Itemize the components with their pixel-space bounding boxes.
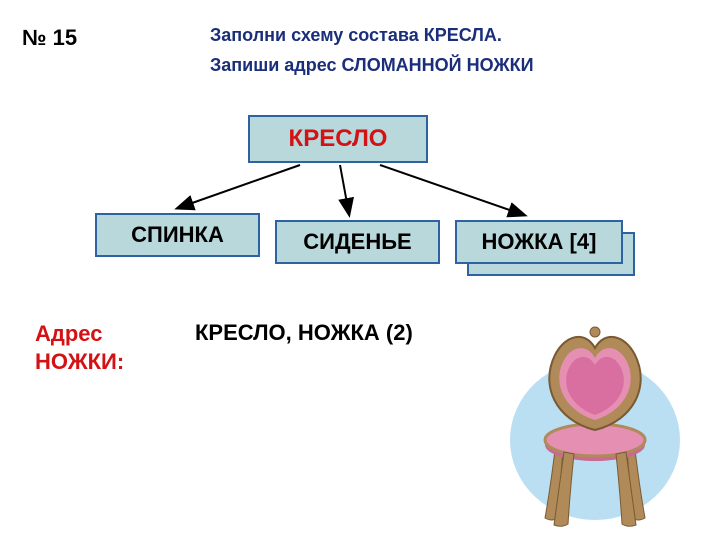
answer-label-line1: Адрес <box>35 320 124 348</box>
answer-value: КРЕСЛО, НОЖКА (2) <box>195 320 413 346</box>
heading-line-1: Заполни схему состава КРЕСЛА. <box>210 25 502 46</box>
tree-child-label: НОЖКА [4] <box>482 229 597 255</box>
answer-label: Адрес НОЖКИ: <box>35 320 124 375</box>
tree-child-node-sidenye: СИДЕНЬЕ <box>275 220 440 264</box>
heading-line-2: Запиши адрес СЛОМАННОЙ НОЖКИ <box>210 55 534 76</box>
tree-child-label: СПИНКА <box>131 222 224 248</box>
tree-child-node-spinka: СПИНКА <box>95 213 260 257</box>
tree-child-label: СИДЕНЬЕ <box>303 229 411 255</box>
answer-label-line2: НОЖКИ: <box>35 348 124 376</box>
task-number: № 15 <box>22 25 77 51</box>
tree-root-label: КРЕСЛО <box>289 125 388 153</box>
tree-child-node-nozhka: НОЖКА [4] <box>455 220 623 264</box>
chair-illustration <box>500 300 690 530</box>
tree-root-node: КРЕСЛО <box>248 115 428 163</box>
